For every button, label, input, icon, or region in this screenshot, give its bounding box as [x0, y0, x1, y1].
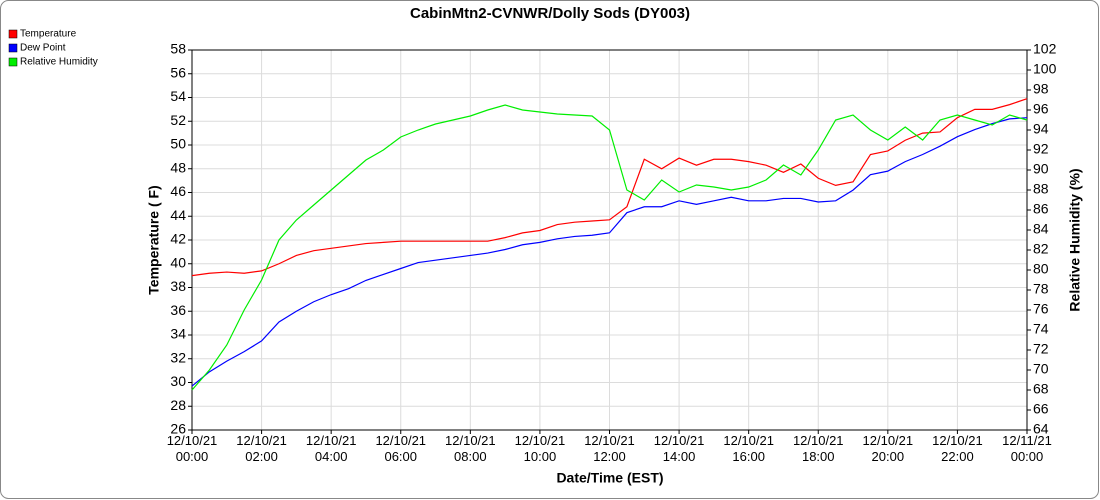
x-tick-label: 12/10/21 00:00	[167, 433, 218, 464]
y2-tick-label: 94	[1033, 121, 1049, 137]
x-tick-label: 12/10/21 02:00	[236, 433, 287, 464]
legend-swatch	[8, 43, 18, 53]
x-tick-label: 12/10/21 20:00	[863, 433, 914, 464]
y-tick-label: 40	[170, 254, 186, 270]
y-tick-label: 52	[170, 112, 186, 128]
x-axis-label: Date/Time (EST)	[556, 470, 663, 486]
x-tick-label: 12/10/21 18:00	[793, 433, 844, 464]
legend-label: Relative Humidity	[20, 57, 98, 68]
y-tick-label: 30	[170, 373, 186, 389]
y-tick-label: 34	[170, 326, 186, 342]
y-tick-label: 50	[170, 136, 186, 152]
x-tick-label: 12/10/21 14:00	[654, 433, 705, 464]
x-tick-label: 12/10/21 22:00	[932, 433, 983, 464]
y2-tick-label: 70	[1033, 361, 1049, 377]
y-tick-label: 38	[170, 278, 186, 294]
y2-tick-label: 96	[1033, 101, 1049, 117]
plot-area	[191, 49, 1028, 431]
series-line	[191, 98, 1028, 277]
y2-tick-label: 66	[1033, 401, 1049, 417]
y2-tick-label: 88	[1033, 181, 1049, 197]
y-tick-label: 26	[170, 421, 186, 437]
y-tick-label: 44	[170, 207, 186, 223]
x-tick-label: 12/10/21 06:00	[375, 433, 426, 464]
y-tick-label: 28	[170, 397, 186, 413]
y2-tick-label: 100	[1033, 61, 1057, 77]
y-axis-label: Temperature ( F)	[146, 185, 162, 294]
legend-swatch	[8, 57, 18, 67]
y2-tick-label: 68	[1033, 381, 1049, 397]
x-tick-label: 12/11/21 00:00	[1002, 433, 1052, 464]
y2-tick-label: 92	[1033, 141, 1049, 157]
y2-tick-label: 84	[1033, 221, 1049, 237]
y-tick-label: 54	[170, 88, 186, 104]
x-tick-label: 12/10/21 10:00	[515, 433, 566, 464]
y-tick-label: 42	[170, 231, 186, 247]
x-tick-label: 12/10/21 04:00	[306, 433, 357, 464]
x-tick-label: 12/10/21 12:00	[584, 433, 635, 464]
y2-tick-label: 102	[1033, 41, 1057, 57]
y2-tick-label: 64	[1033, 421, 1049, 437]
y2-tick-label: 72	[1033, 341, 1049, 357]
y-tick-label: 46	[170, 183, 186, 199]
y2-tick-label: 78	[1033, 281, 1049, 297]
legend-label: Dew Point	[20, 43, 66, 54]
y2-tick-label: 86	[1033, 201, 1049, 217]
y2-tick-label: 82	[1033, 241, 1049, 257]
x-tick-label: 12/10/21 08:00	[445, 433, 496, 464]
y2-tick-label: 76	[1033, 301, 1049, 317]
y2-tick-label: 80	[1033, 261, 1049, 277]
legend-label: Temperature	[20, 29, 77, 40]
y-tick-label: 56	[170, 64, 186, 80]
series-line	[191, 104, 1028, 391]
x-tick-label: 12/10/21 16:00	[723, 433, 774, 464]
y-tick-label: 48	[170, 159, 186, 175]
y2-tick-label: 98	[1033, 81, 1049, 97]
y2-axis-label: Relative Humidity (%)	[1067, 168, 1083, 311]
chart-title: CabinMtn2-CVNWR/Dolly Sods (DY003)	[410, 5, 690, 22]
y2-tick-label: 74	[1033, 321, 1049, 337]
y-tick-label: 32	[170, 349, 186, 365]
y-tick-label: 36	[170, 302, 186, 318]
y-tick-label: 58	[170, 41, 186, 57]
y2-tick-label: 90	[1033, 161, 1049, 177]
series-line	[191, 117, 1028, 387]
legend-swatch	[8, 29, 18, 39]
